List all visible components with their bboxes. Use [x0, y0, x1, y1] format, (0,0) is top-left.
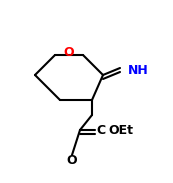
Text: O: O: [67, 154, 77, 167]
Text: NH: NH: [128, 64, 149, 76]
Text: OEt: OEt: [108, 124, 133, 137]
Text: C: C: [96, 124, 105, 137]
Text: O: O: [64, 46, 74, 59]
